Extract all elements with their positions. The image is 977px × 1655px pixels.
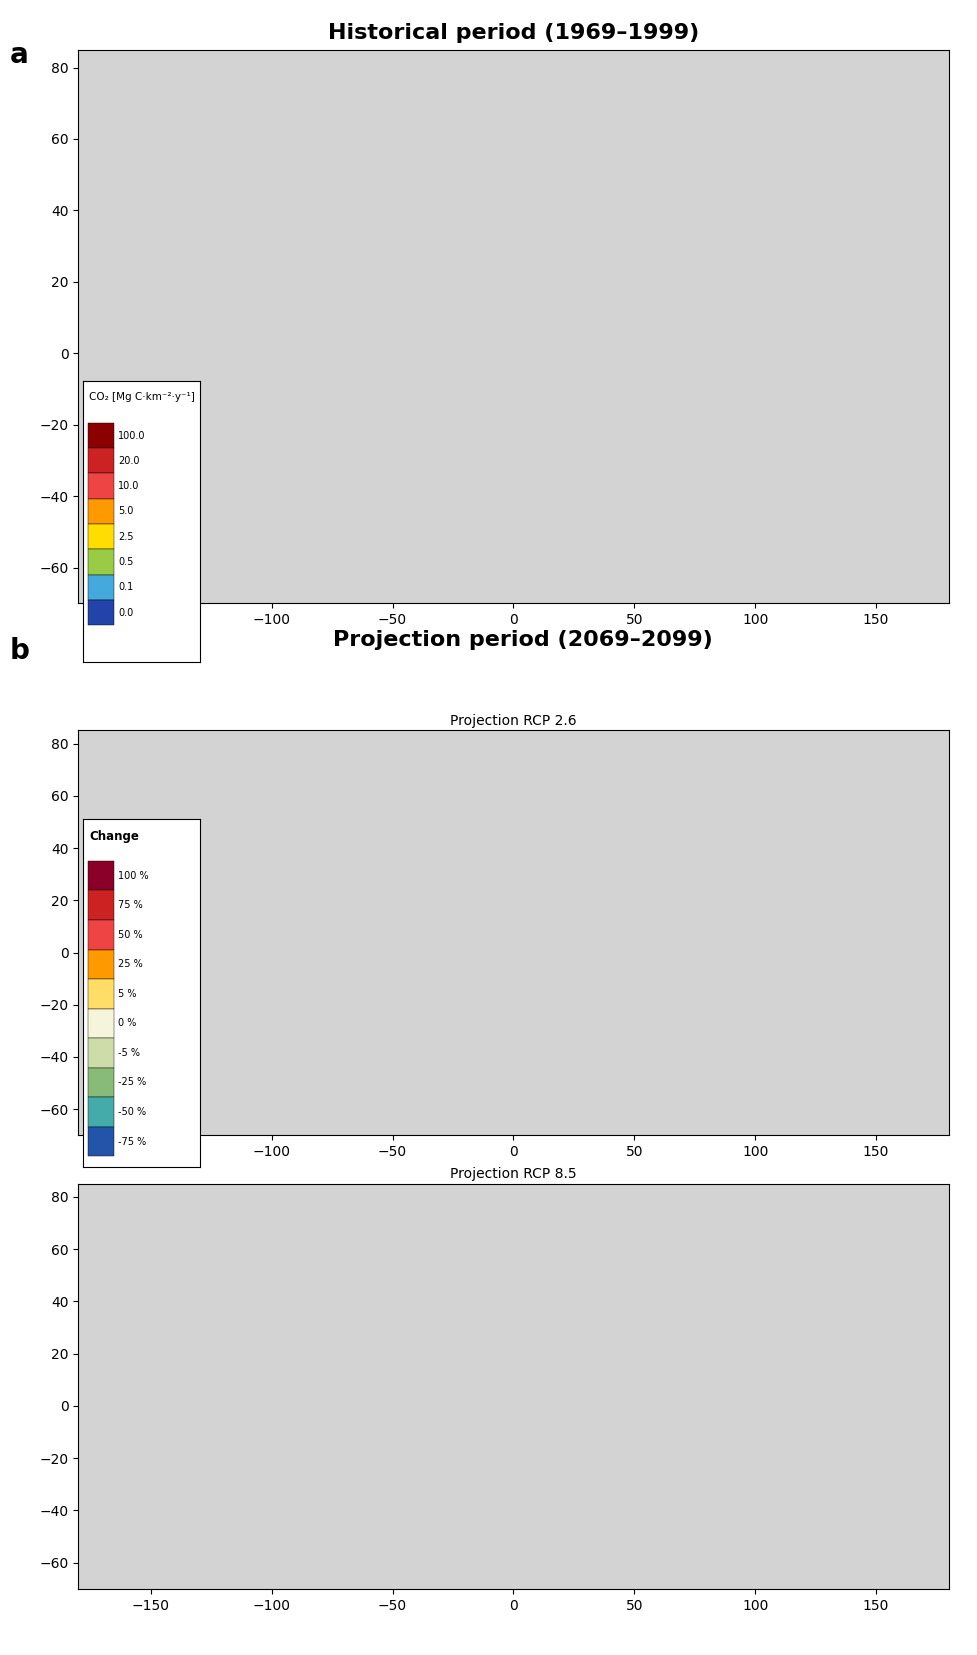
Text: 50 %: 50 %	[118, 930, 143, 940]
Bar	[88, 1127, 113, 1157]
Title: Projection RCP 8.5: Projection RCP 8.5	[449, 1167, 576, 1182]
Text: CO₂ [Mg C·km⁻²·y⁻¹]: CO₂ [Mg C·km⁻²·y⁻¹]	[89, 392, 194, 402]
Bar	[88, 422, 113, 449]
Bar	[88, 601, 113, 626]
Bar	[88, 920, 113, 950]
Text: b: b	[10, 637, 29, 665]
Bar	[88, 1097, 113, 1127]
Text: 25 %: 25 %	[118, 960, 143, 970]
Text: 0.5: 0.5	[118, 558, 134, 568]
Title: Historical period (1969–1999): Historical period (1969–1999)	[327, 23, 699, 43]
Text: 0.1: 0.1	[118, 583, 134, 592]
Text: 100 %: 100 %	[118, 871, 149, 880]
Text: -25 %: -25 %	[118, 1077, 147, 1087]
Text: 0.0: 0.0	[118, 607, 134, 617]
Bar	[88, 574, 113, 601]
Text: 5 %: 5 %	[118, 990, 137, 1000]
Bar	[88, 473, 113, 498]
Text: 5.0: 5.0	[118, 506, 134, 516]
Text: 0 %: 0 %	[118, 1018, 137, 1028]
Bar	[88, 980, 113, 1008]
Text: 20.0: 20.0	[118, 455, 140, 465]
Text: 75 %: 75 %	[118, 900, 143, 910]
Title: Projection RCP 2.6: Projection RCP 2.6	[449, 713, 576, 728]
Text: 2.5: 2.5	[118, 531, 134, 541]
Text: 100.0: 100.0	[118, 430, 146, 440]
Bar	[88, 525, 113, 549]
Bar	[88, 498, 113, 525]
Bar	[88, 890, 113, 920]
Bar	[88, 1008, 113, 1038]
Text: Projection period (2069–2099): Projection period (2069–2099)	[333, 631, 712, 650]
Text: -50 %: -50 %	[118, 1107, 147, 1117]
Bar	[88, 950, 113, 980]
Bar	[88, 549, 113, 574]
Text: a: a	[10, 41, 28, 70]
Bar	[88, 1038, 113, 1067]
Bar	[88, 449, 113, 473]
Text: Change: Change	[89, 829, 139, 842]
Bar	[88, 861, 113, 890]
Bar	[88, 1067, 113, 1097]
Text: -75 %: -75 %	[118, 1137, 147, 1147]
Text: -5 %: -5 %	[118, 1048, 140, 1058]
Text: 10.0: 10.0	[118, 482, 140, 492]
